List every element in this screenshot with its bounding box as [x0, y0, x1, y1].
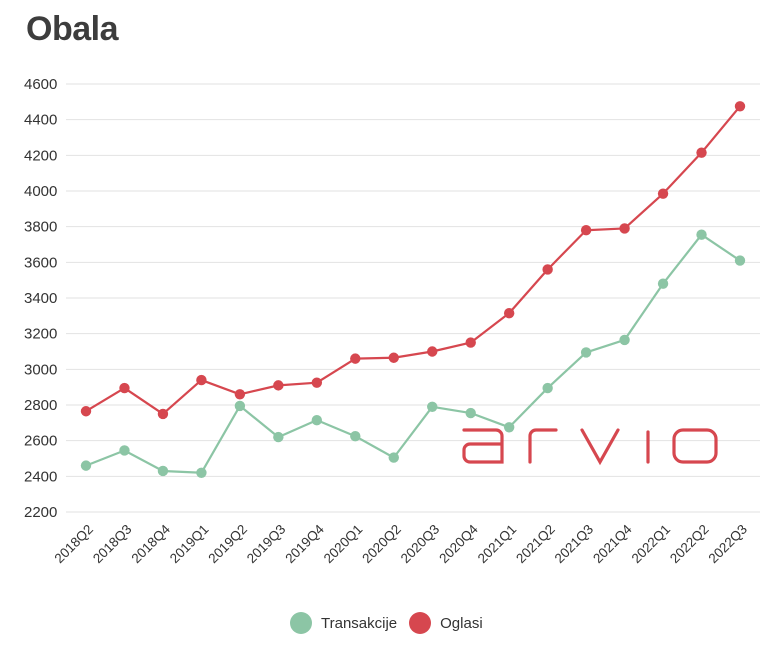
data-point-transakcije[interactable]	[273, 431, 284, 443]
data-point-transakcije[interactable]	[80, 460, 92, 471]
legend-item-oglasi[interactable]: Oglasi	[409, 612, 483, 634]
data-point-transakcije[interactable]	[734, 255, 746, 266]
data-point-transakcije[interactable]	[311, 414, 323, 426]
y-tick-label: 3000	[24, 361, 57, 378]
y-tick-label: 4600	[24, 76, 57, 93]
legend-swatch-transakcije	[290, 612, 312, 634]
x-tick-label: 2018Q3	[90, 522, 135, 567]
line-chart: 2200 2400 2600 2800 3000 3200 3400 3600 3800 4000…	[24, 76, 760, 566]
x-tick-label: 2019Q4	[282, 521, 327, 566]
data-point-transakcije[interactable]	[427, 401, 438, 412]
data-point-oglasi[interactable]	[196, 374, 207, 386]
x-tick-label: 2021Q1	[475, 522, 520, 567]
y-tick-label: 3400	[24, 290, 57, 307]
data-point-oglasi[interactable]	[388, 352, 399, 363]
y-axis-ticks: 2200 2400 2600 2800 3000 3200 3400 3600 3800 4000…	[24, 76, 57, 521]
y-tick-label: 3200	[24, 326, 57, 343]
x-tick-label: 2019Q1	[167, 522, 212, 567]
x-tick-label: 2018Q2	[52, 522, 97, 567]
x-tick-label: 2019Q3	[244, 522, 289, 567]
data-point-oglasi[interactable]	[542, 264, 553, 275]
grid-layer	[66, 83, 760, 513]
y-tick-label: 4200	[24, 147, 57, 164]
x-tick-label: 2018Q4	[128, 521, 173, 566]
y-tick-label: 2400	[24, 468, 57, 485]
data-point-transakcije[interactable]	[350, 431, 361, 442]
legend-label-oglasi: Oglasi	[440, 614, 483, 632]
y-tick-label: 2800	[24, 397, 57, 414]
series-transakcije	[80, 229, 746, 478]
data-point-oglasi[interactable]	[234, 389, 246, 400]
data-point-oglasi[interactable]	[427, 346, 438, 357]
chart-legend: Transakcije Oglasi	[290, 612, 483, 634]
data-point-transakcije[interactable]	[465, 407, 476, 419]
arvio-logo-watermark	[462, 428, 718, 466]
x-tick-label: 2020Q3	[398, 522, 443, 567]
series-line-transakcije	[85, 233, 741, 474]
x-tick-label: 2022Q3	[706, 522, 751, 567]
x-tick-label: 2021Q3	[552, 522, 597, 567]
y-tick-label: 4400	[24, 112, 57, 129]
data-point-transakcije[interactable]	[619, 334, 630, 346]
data-point-oglasi[interactable]	[273, 380, 284, 391]
chart-title: Obala	[26, 10, 118, 48]
data-point-oglasi[interactable]	[503, 307, 515, 319]
data-point-transakcije[interactable]	[157, 465, 169, 477]
x-tick-label: 2019Q2	[205, 522, 250, 567]
x-tick-label: 2020Q4	[436, 521, 481, 566]
x-tick-label: 2022Q2	[667, 522, 712, 567]
data-point-oglasi[interactable]	[465, 337, 476, 348]
legend-swatch-oglasi	[409, 612, 432, 634]
series-line-oglasi	[85, 105, 741, 416]
data-point-oglasi[interactable]	[657, 188, 669, 199]
data-point-transakcije[interactable]	[388, 452, 399, 463]
data-point-transakcije[interactable]	[657, 278, 669, 289]
x-axis-ticks: 2018Q22018Q32018Q42019Q12019Q22019Q32019…	[52, 521, 751, 566]
legend-item-transakcije[interactable]: Transakcije	[290, 612, 397, 634]
data-point-oglasi[interactable]	[696, 147, 707, 158]
data-point-transakcije[interactable]	[696, 229, 707, 240]
data-point-oglasi[interactable]	[157, 408, 169, 420]
data-point-oglasi[interactable]	[350, 353, 361, 364]
x-tick-label: 2022Q1	[629, 522, 674, 567]
y-tick-label: 4000	[24, 183, 57, 200]
series-layer	[80, 101, 746, 478]
series-oglasi	[80, 101, 746, 420]
y-tick-label: 2600	[24, 433, 57, 450]
data-point-oglasi[interactable]	[580, 225, 592, 236]
y-tick-label: 2200	[24, 504, 57, 521]
data-point-transakcije[interactable]	[542, 382, 553, 394]
y-tick-label: 3800	[24, 219, 57, 236]
data-point-oglasi[interactable]	[619, 223, 630, 234]
data-point-oglasi[interactable]	[80, 406, 92, 417]
data-point-transakcije[interactable]	[234, 400, 246, 412]
x-tick-label: 2021Q4	[590, 521, 635, 566]
data-point-oglasi[interactable]	[734, 101, 746, 112]
x-tick-label: 2020Q1	[321, 522, 366, 567]
y-tick-label: 3600	[24, 254, 57, 271]
data-point-transakcije[interactable]	[196, 467, 207, 478]
x-tick-label: 2021Q2	[513, 522, 558, 567]
x-tick-label: 2020Q2	[359, 522, 404, 567]
data-point-transakcije[interactable]	[119, 445, 130, 456]
data-point-oglasi[interactable]	[311, 377, 323, 388]
data-point-oglasi[interactable]	[119, 382, 130, 394]
data-point-transakcije[interactable]	[580, 347, 592, 358]
data-point-transakcije[interactable]	[503, 422, 515, 433]
legend-label-transakcije: Transakcije	[321, 614, 398, 632]
